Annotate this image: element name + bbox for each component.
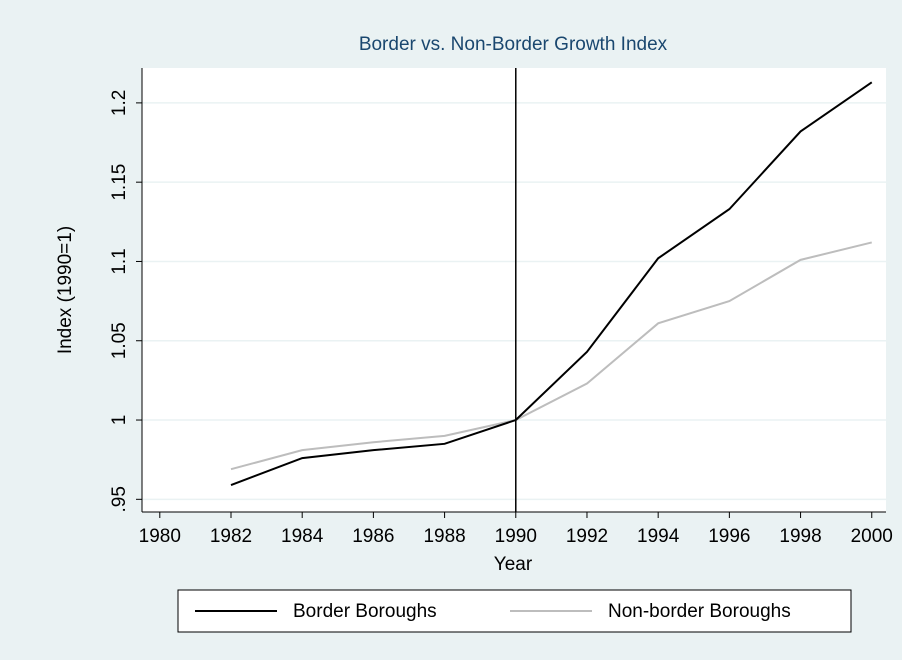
x-tick-label: 1992 [566,526,608,547]
x-tick-label: 1996 [708,526,750,547]
y-tick-label: 1.05 [109,322,130,359]
x-tick-label: 1982 [210,526,252,547]
y-tick-label: 1.15 [109,164,130,201]
x-tick-label: 1990 [495,526,537,547]
y-tick-label: .95 [109,486,130,512]
chart-title: Border vs. Non-Border Growth Index [359,34,668,55]
x-tick-label: 1988 [423,526,465,547]
series-line [230,241,872,471]
x-axis-label: Year [494,554,533,575]
plot-area [142,68,886,512]
series-line [230,81,873,486]
x-tick-label: 1980 [139,526,181,547]
y-tick-label: 1 [109,415,130,426]
legend-label: Border Boroughs [293,601,437,622]
x-tick-label: 2000 [851,526,893,547]
x-tick-label: 1998 [779,526,821,547]
x-tick-label: 1994 [637,526,680,547]
y-tick-label: 1.1 [109,248,130,274]
y-axis-label: Index (1990=1) [55,226,76,354]
legend-label: Non-border Boroughs [608,601,791,622]
x-tick-label: 1986 [352,526,394,547]
y-tick-label: 1.2 [109,90,130,116]
x-tick-label: 1984 [281,526,324,547]
